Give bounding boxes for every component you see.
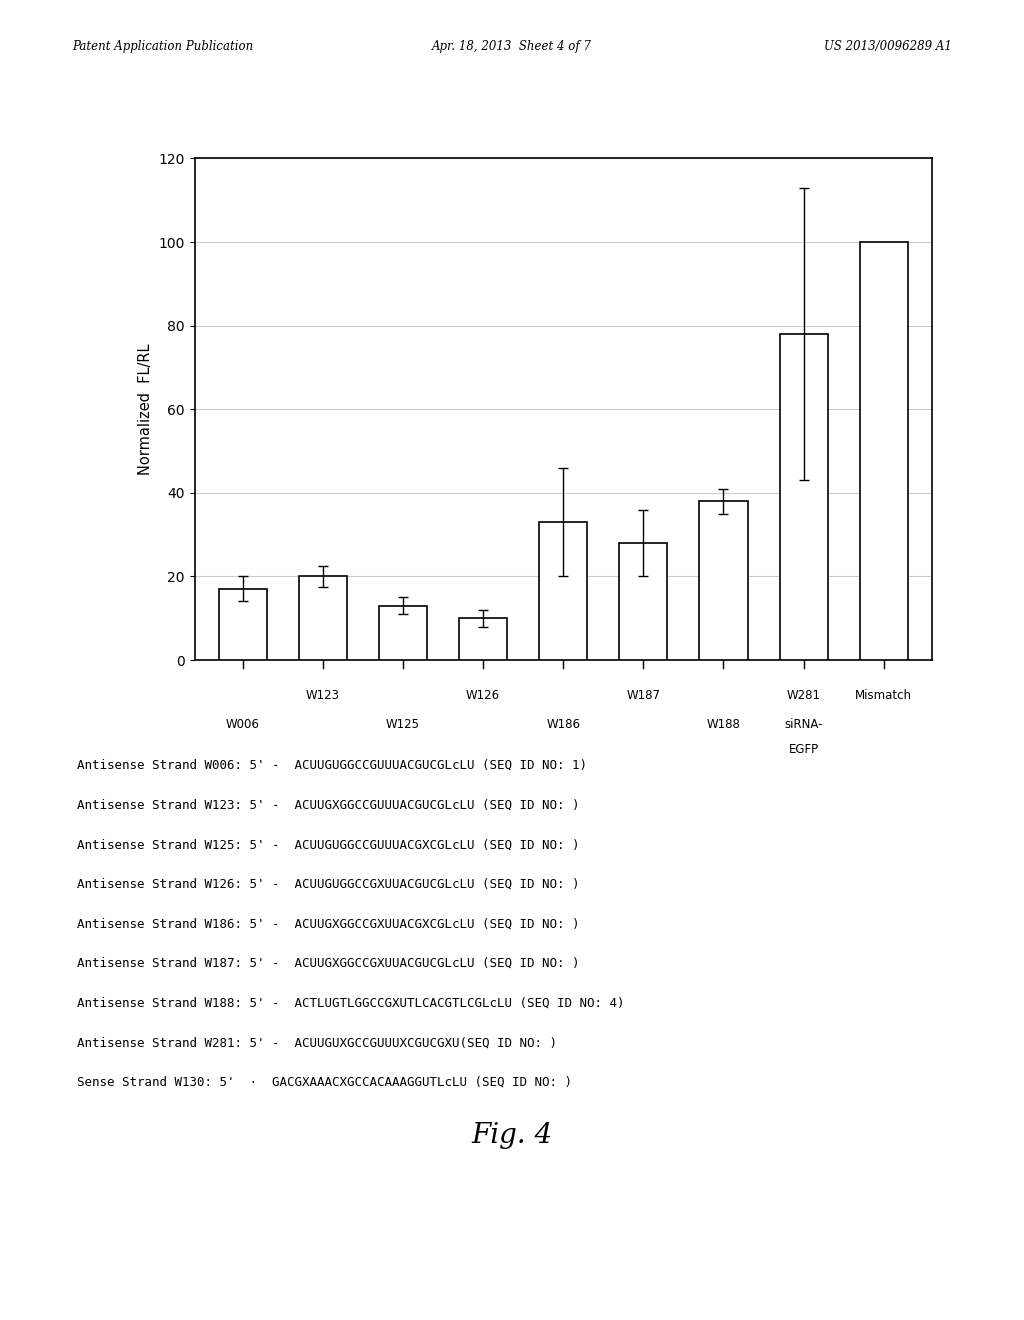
Bar — [779, 334, 827, 660]
Text: Antisense Strand W123: 5' -  ACUUGXGGCCGUUUACGUCGLcLU (SEQ ID NO: ): Antisense Strand W123: 5' - ACUUGXGGCCGU… — [77, 799, 580, 812]
Text: Antisense Strand W186: 5' -  ACUUGXGGCCGXUUACGXCGLcLU (SEQ ID NO: ): Antisense Strand W186: 5' - ACUUGXGGCCGX… — [77, 917, 580, 931]
Bar — [299, 577, 347, 660]
Bar — [620, 543, 668, 660]
Text: Antisense Strand W187: 5' -  ACUUGXGGCCGXUUACGUCGLcLU (SEQ ID NO: ): Antisense Strand W187: 5' - ACUUGXGGCCGX… — [77, 957, 580, 970]
Text: Antisense Strand W006: 5' -  ACUUGUGGCCGUUUACGUCGLcLU (SEQ ID NO: 1): Antisense Strand W006: 5' - ACUUGUGGCCGU… — [77, 759, 587, 772]
Text: EGFP: EGFP — [788, 743, 818, 756]
Text: Fig. 4: Fig. 4 — [471, 1122, 553, 1148]
Text: Antisense Strand W281: 5' -  ACUUGUXGCCGUUUXCGUCGXU(SEQ ID NO: ): Antisense Strand W281: 5' - ACUUGUXGCCGU… — [77, 1036, 557, 1049]
Text: W188: W188 — [707, 718, 740, 731]
Text: Sense Strand W130: 5'  ·  GACGXAAACXGCCACAAAGGUTLcLU (SEQ ID NO: ): Sense Strand W130: 5' · GACGXAAACXGCCACA… — [77, 1076, 571, 1089]
Text: W186: W186 — [546, 718, 581, 731]
Text: Antisense Strand W188: 5' -  ACTLUGTLGGCCGXUTLCACGTLCGLcLU (SEQ ID NO: 4): Antisense Strand W188: 5' - ACTLUGTLGGCC… — [77, 997, 625, 1010]
Text: Antisense Strand W125: 5' -  ACUUGUGGCCGUUUACGXCGLcLU (SEQ ID NO: ): Antisense Strand W125: 5' - ACUUGUGGCCGU… — [77, 838, 580, 851]
Text: W123: W123 — [306, 689, 340, 702]
Bar — [459, 618, 507, 660]
Bar — [540, 523, 587, 660]
Text: US 2013/0096289 A1: US 2013/0096289 A1 — [824, 40, 952, 53]
Text: siRNA-: siRNA- — [784, 718, 823, 731]
Text: W281: W281 — [786, 689, 820, 702]
Y-axis label: Normalized  FL/RL: Normalized FL/RL — [138, 343, 153, 475]
Text: W125: W125 — [386, 718, 420, 731]
Text: Patent Application Publication: Patent Application Publication — [72, 40, 253, 53]
Text: Antisense Strand W126: 5' -  ACUUGUGGCCGXUUACGUCGLcLU (SEQ ID NO: ): Antisense Strand W126: 5' - ACUUGUGGCCGX… — [77, 878, 580, 891]
Bar — [860, 242, 908, 660]
Text: W006: W006 — [225, 718, 259, 731]
Text: W126: W126 — [466, 689, 500, 702]
Bar — [699, 502, 748, 660]
Bar — [218, 589, 266, 660]
Bar — [379, 606, 427, 660]
Text: W187: W187 — [627, 689, 660, 702]
Text: Apr. 18, 2013  Sheet 4 of 7: Apr. 18, 2013 Sheet 4 of 7 — [432, 40, 592, 53]
Text: Mismatch: Mismatch — [855, 689, 912, 702]
